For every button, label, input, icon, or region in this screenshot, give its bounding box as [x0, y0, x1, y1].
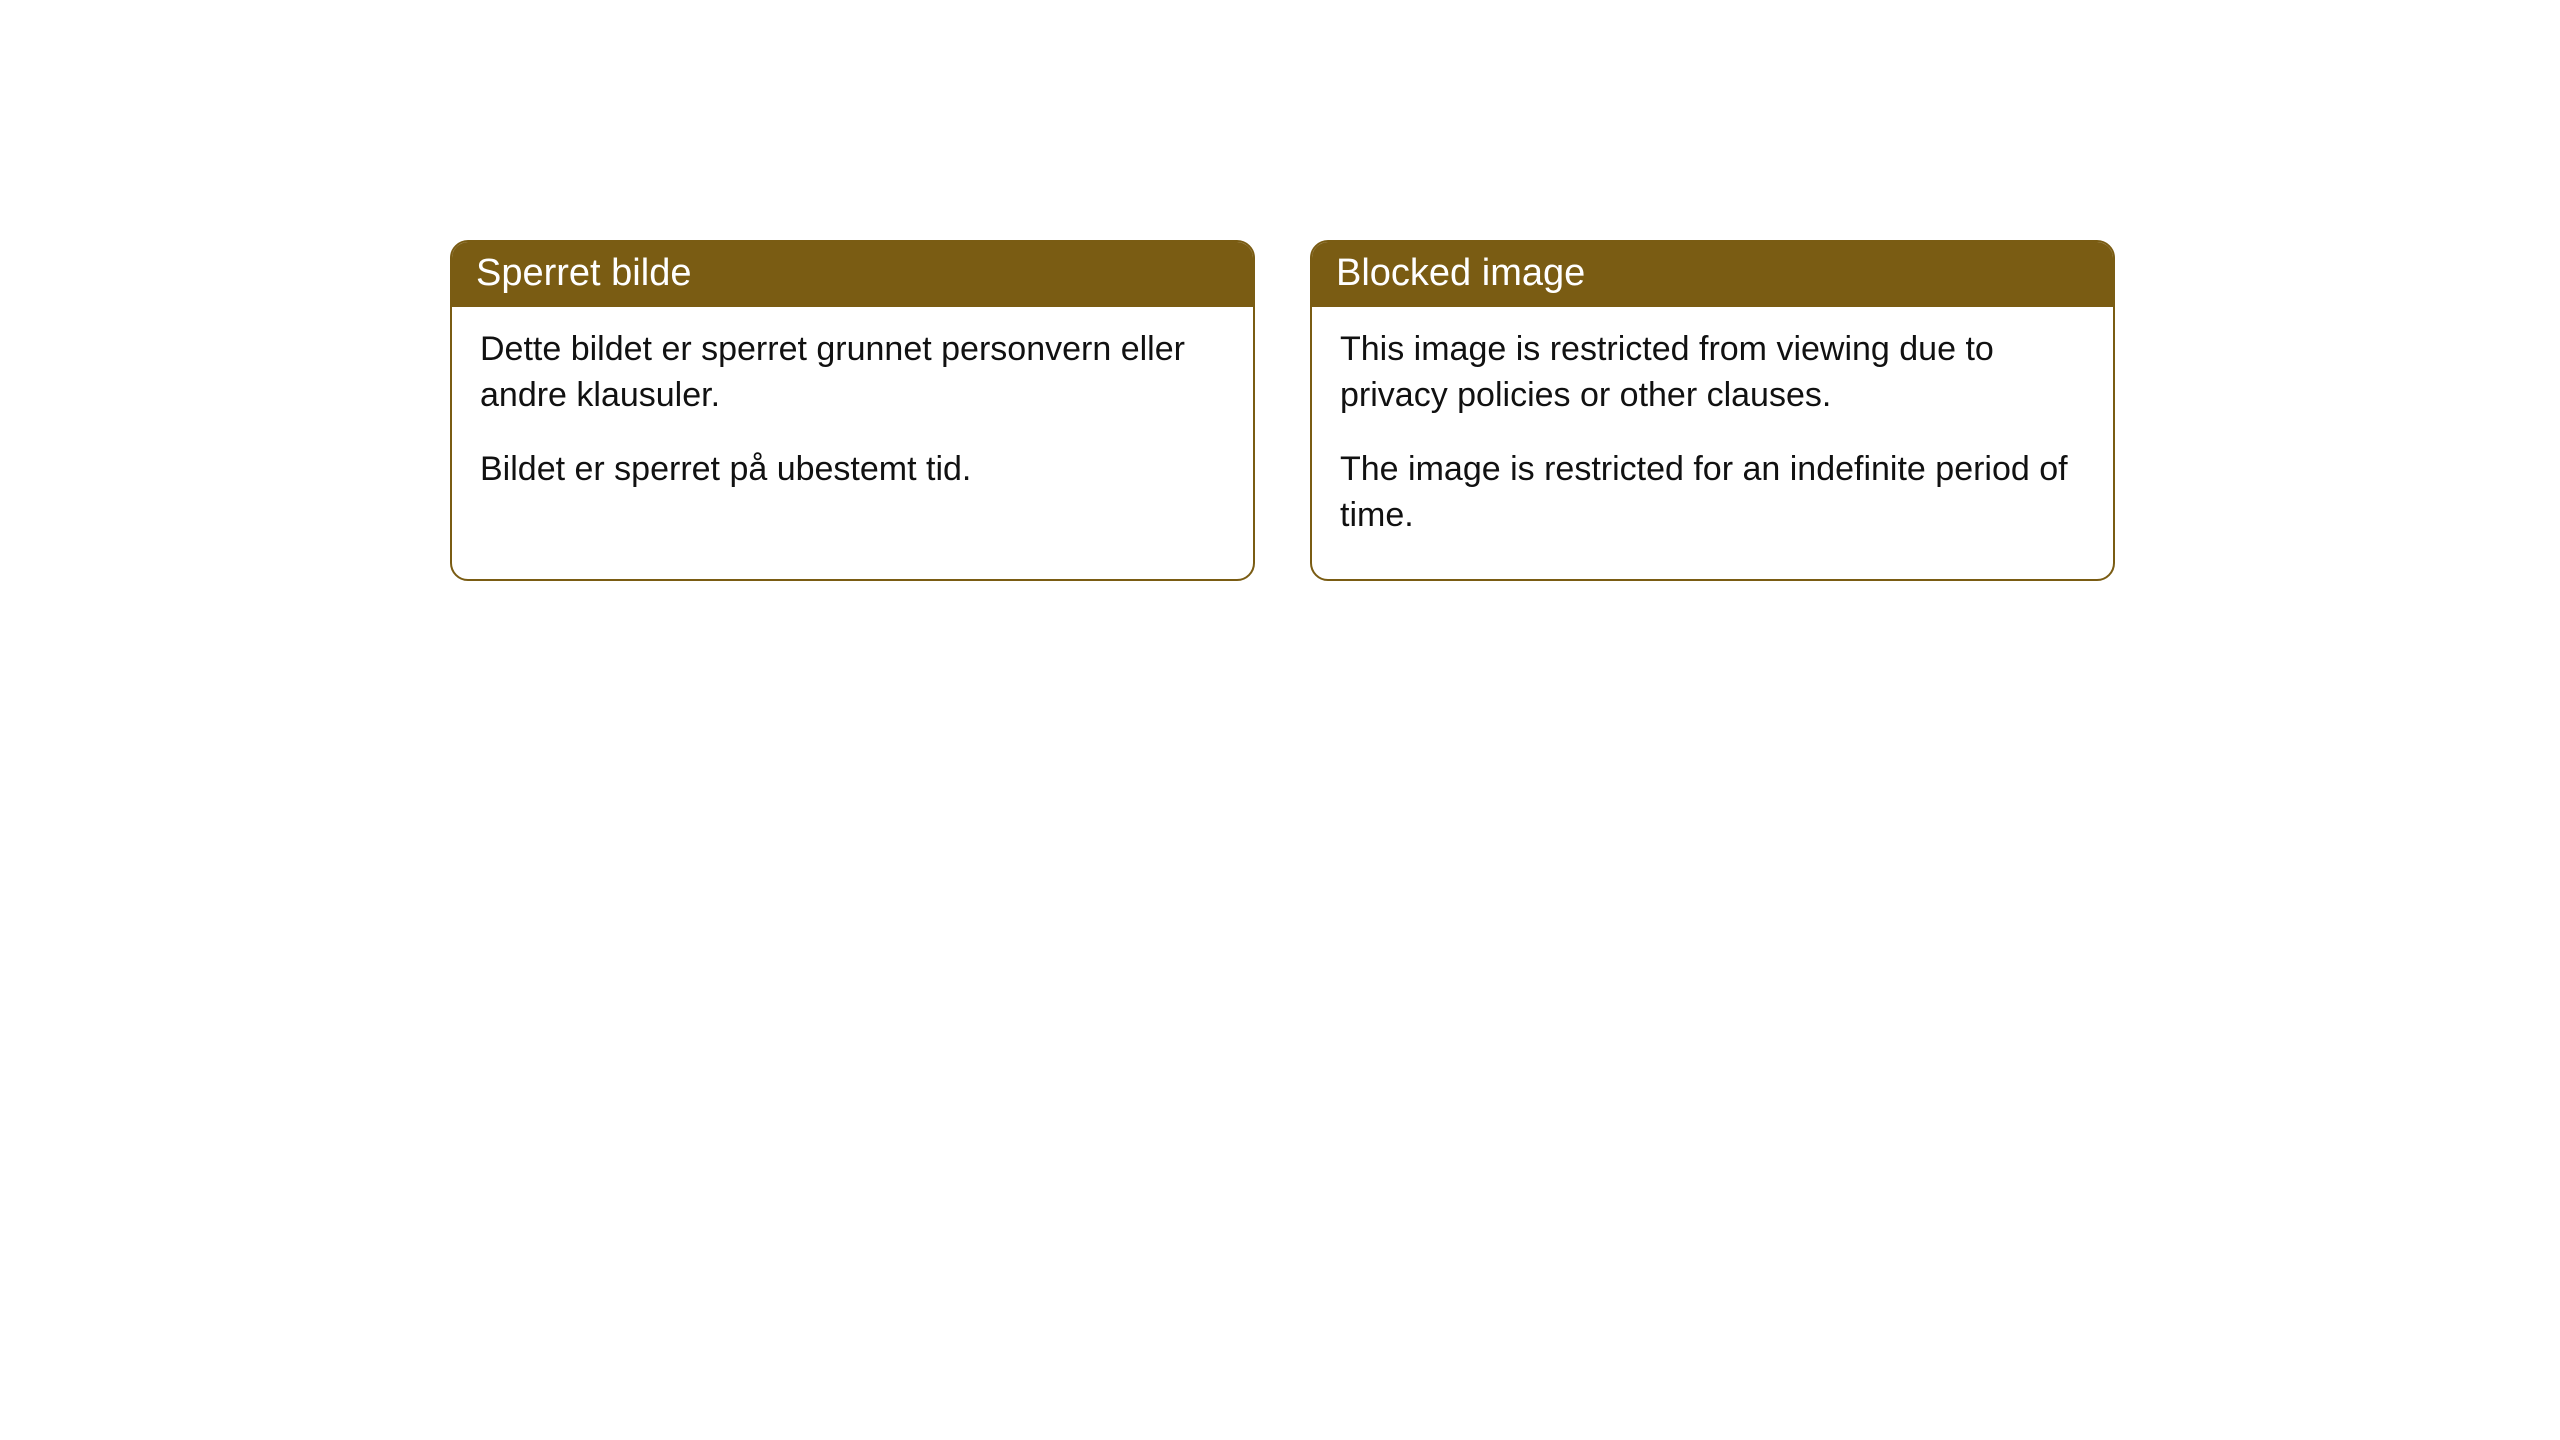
blocked-image-card-en: Blocked image This image is restricted f… — [1310, 240, 2115, 581]
blocked-image-card-no: Sperret bilde Dette bildet er sperret gr… — [450, 240, 1255, 581]
card-header-no: Sperret bilde — [452, 242, 1253, 307]
card-body-no: Dette bildet er sperret grunnet personve… — [452, 307, 1253, 533]
card-paragraph-2-no: Bildet er sperret på ubestemt tid. — [480, 447, 1225, 493]
card-paragraph-1-en: This image is restricted from viewing du… — [1340, 327, 2085, 419]
notice-cards-container: Sperret bilde Dette bildet er sperret gr… — [450, 240, 2115, 581]
card-title-no: Sperret bilde — [476, 252, 691, 294]
card-paragraph-1-no: Dette bildet er sperret grunnet personve… — [480, 327, 1225, 419]
card-paragraph-2-en: The image is restricted for an indefinit… — [1340, 447, 2085, 539]
card-body-en: This image is restricted from viewing du… — [1312, 307, 2113, 579]
card-title-en: Blocked image — [1336, 252, 1585, 294]
card-header-en: Blocked image — [1312, 242, 2113, 307]
